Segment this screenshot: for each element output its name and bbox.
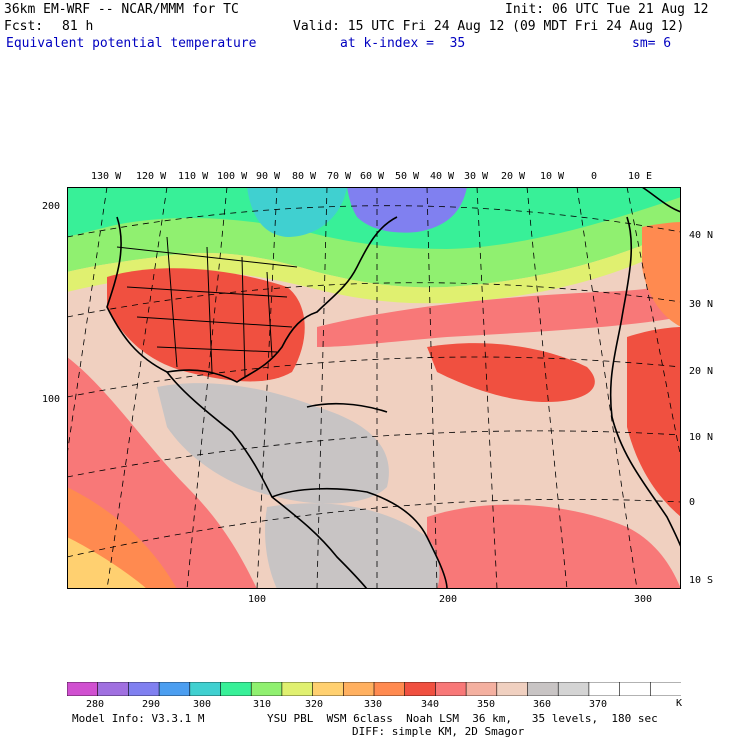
color-bar-swatch [435,682,467,696]
graticule [67,187,681,589]
lon-label: 110 W [178,171,209,182]
lon-label: 50 W [395,171,420,182]
color-bar-tick: 370 [589,699,608,710]
color-bar-swatch [619,682,652,696]
field-red-africa [627,327,681,517]
lat-label: 40 N [689,230,714,241]
color-bar-swatch [189,682,222,696]
color-bar-swatch [496,682,529,696]
grid-x-label: 200 [439,594,458,605]
field-yellow-pacific [67,537,147,589]
color-bar-swatch [588,682,621,696]
field-yellow-fringe [67,227,681,304]
color-bar-swatch [128,682,160,696]
lon-label: 10 E [628,171,653,182]
color-bar-tick: 340 [421,699,440,710]
diffusion-info: DIFF: simple KM, 2D Smagor [352,725,525,738]
grid-y-label: 100 [42,394,61,405]
lon-label: 120 W [136,171,167,182]
color-bar-swatch [312,682,345,696]
color-bar-swatch [220,682,253,696]
lon-label: 0 [591,171,598,182]
field-red-south-atlantic [427,504,681,589]
color-bar-swatch [67,682,99,696]
field-name: Equivalent potential temperature [6,36,257,51]
color-bar-swatch [527,682,560,696]
color-bar-tick: 350 [477,699,496,710]
smoothing-info: sm= 6 [632,36,672,51]
model-info: Model Info: V3.3.1 M [72,712,205,725]
color-bar-swatch [342,682,375,696]
field-grey-caribbean [157,383,389,504]
lat-label: 30 N [689,299,714,310]
color-bar-tick: 290 [142,699,161,710]
grid-x-label: 300 [634,594,653,605]
color-bar-swatch [465,682,498,696]
color-bar-tick: 310 [253,699,272,710]
model-title: 36km EM-WRF -- NCAR/MMM for TC [4,2,239,17]
lon-label: 130 W [91,171,122,182]
field-grey-amazon [265,503,440,589]
lat-label: 10 S [689,575,714,586]
color-bar-tick: 330 [364,699,383,710]
physics-info: YSU PBL WSM 6class Noah LSM 36 km, 35 le… [267,712,658,725]
lon-label: 40 W [430,171,455,182]
field-red-continent [107,268,305,382]
lon-label: 70 W [327,171,352,182]
coastlines [106,187,681,589]
lon-label: 80 W [292,171,317,182]
color-bar-swatch [250,682,283,696]
color-bar-swatch [404,682,437,696]
color-bar-tick: 320 [305,699,324,710]
color-bar-swatch [373,682,406,696]
lat-label: 10 N [689,432,714,443]
lon-label: 30 W [464,171,489,182]
color-bar-swatch [649,682,681,696]
grid-y-label: 200 [42,201,61,212]
color-bar-units: K [676,698,683,709]
lon-label: 20 W [501,171,526,182]
grid-x-label: 100 [248,594,267,605]
lat-label: 20 N [689,366,714,377]
lat-label: 0 [689,497,696,508]
color-bar [67,682,681,696]
lon-label: 60 W [360,171,385,182]
forecast-label: Fcst: [4,19,44,34]
field-red-atlantic-band [317,282,681,347]
valid-time: Valid: 15 UTC Fri 24 Aug 12 (09 MDT Fri … [293,19,685,34]
color-bar-tick: 300 [193,699,212,710]
color-bar-swatch [281,682,314,696]
lon-label: 10 W [540,171,565,182]
level-info: at k-index = 35 [340,36,466,51]
color-bar-swatch [97,682,130,696]
field-red-atlantic-east [427,343,595,402]
color-bar-tick: 280 [86,699,105,710]
color-bar-tick: 360 [533,699,552,710]
political-boundaries [116,236,298,378]
theta-e-map [67,187,681,589]
color-bar-swatch [557,682,590,696]
field-cyan-patch [247,187,347,237]
lon-label: 100 W [217,171,248,182]
color-bar-swatch [158,682,191,696]
forecast-hours: 81 h [62,19,94,34]
init-time: Init: 06 UTC Tue 21 Aug 12 [505,2,709,17]
lon-label: 90 W [256,171,281,182]
